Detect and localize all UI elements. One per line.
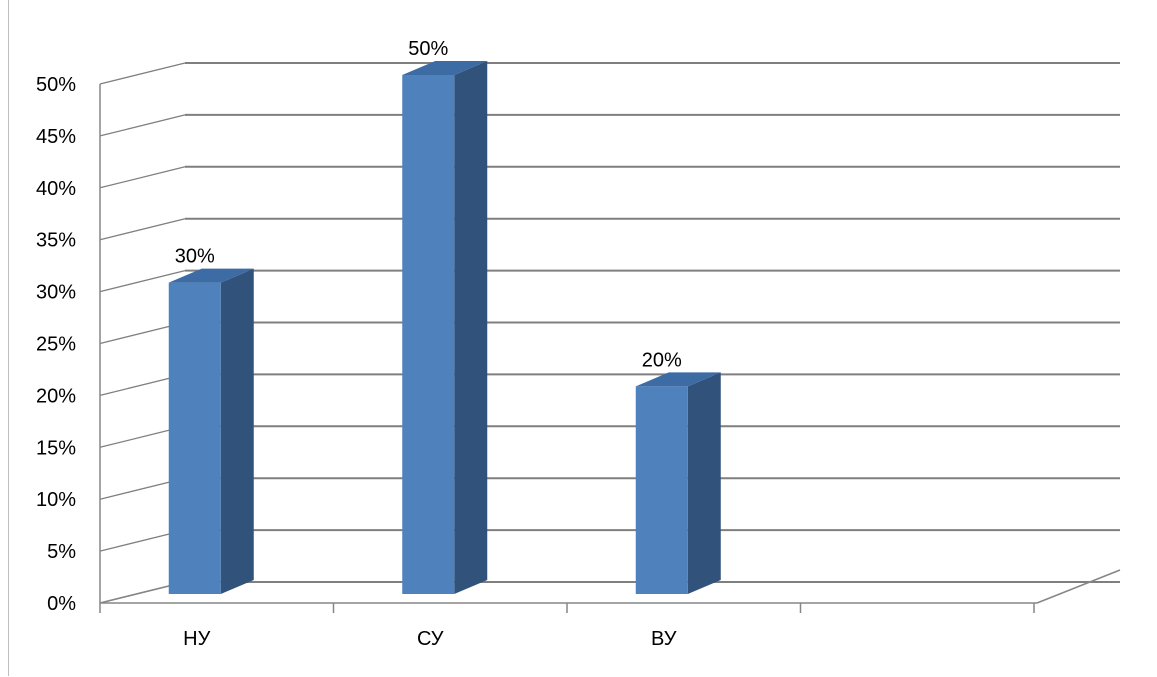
bars (168, 61, 721, 594)
y-tick-label: 25% (36, 334, 76, 356)
x-axis-tick-labels: НУ СУ ВУ (183, 628, 677, 650)
chart-frame (8, 0, 1156, 676)
y-tick-label: 35% (36, 230, 76, 252)
gridline-side (99, 114, 186, 137)
y-tick-label: 5% (47, 541, 76, 563)
gridline-side (99, 62, 186, 85)
y-tick-label: 40% (36, 178, 76, 200)
x-tick-label: НУ (183, 628, 210, 650)
y-tick-label: 15% (36, 437, 76, 459)
bar-top (168, 268, 254, 283)
y-axis-tick-labels: 0% 5% 10% 15% 20% 25% 30% 35% 40% 45% 50% (36, 74, 76, 615)
data-labels: 30% 50% 20% (175, 38, 682, 371)
y-tick-label: 50% (36, 74, 76, 96)
y-tick-label: 45% (36, 126, 76, 148)
y-tick-label: 20% (36, 385, 76, 407)
floor-edge (1036, 569, 1121, 604)
y-tick-label: 10% (36, 489, 76, 511)
bar-side (220, 268, 254, 594)
bar (635, 386, 688, 594)
bar-side (687, 372, 721, 594)
gridline-side (99, 166, 186, 189)
y-tick-label: 0% (47, 593, 76, 615)
data-label: 30% (175, 246, 215, 268)
bar-top (635, 372, 721, 387)
data-label: 20% (642, 349, 682, 371)
gridline-side (99, 269, 186, 293)
bar (402, 75, 455, 594)
y-tick-label: 30% (36, 282, 76, 304)
bar-side (454, 61, 488, 594)
bar (168, 282, 221, 594)
gridlines (99, 62, 1120, 604)
data-label: 50% (408, 38, 448, 60)
x-tick-label: ВУ (651, 628, 677, 650)
gridline-side (99, 218, 186, 241)
bar-top (402, 61, 488, 75)
x-tick-label: СУ (417, 628, 444, 650)
